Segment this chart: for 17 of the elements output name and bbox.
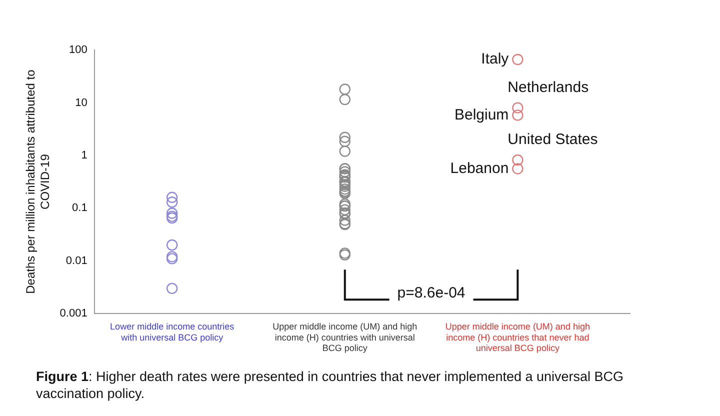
annotation: Italy bbox=[481, 50, 510, 68]
y-tick-label: 0.001 bbox=[60, 308, 88, 320]
annotation: p=8.6e-04 bbox=[397, 284, 466, 302]
y-tick-label: 1 bbox=[81, 149, 88, 162]
annotation: Netherlands bbox=[508, 78, 589, 96]
annotation: Belgium bbox=[454, 106, 509, 124]
x-tick-label: Upper middle income (UM) and high income (H) countries with universal BCG policy bbox=[272, 321, 418, 354]
caption: Figure 1: Higher death rates were presented in countries that never implemented a universal BCG vaccination policy. bbox=[36, 368, 625, 402]
annotation: United States bbox=[508, 131, 598, 148]
annotation: Lebanon bbox=[450, 160, 509, 177]
y-tick-label: 0.01 bbox=[66, 254, 88, 267]
y-axis-title: Deaths per million inhabitants attributed to COVID-19 bbox=[24, 69, 52, 294]
y-tick-label: 10 bbox=[75, 96, 88, 109]
y-tick-label: 0.1 bbox=[72, 202, 88, 214]
x-tick-label: Upper middle income (UM) and high income (H) countries that never had universal BCG policy bbox=[445, 321, 590, 354]
y-tick-label: 100 bbox=[68, 44, 88, 56]
x-tick-label: Lower middle income countries with universal BCG policy bbox=[110, 321, 235, 342]
